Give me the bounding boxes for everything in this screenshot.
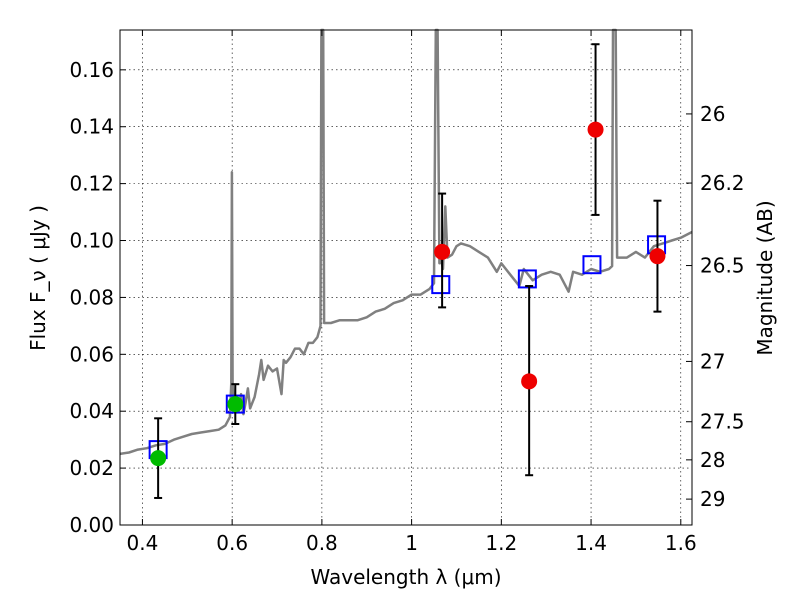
green-data-point — [150, 450, 167, 467]
red-data-point — [434, 243, 451, 260]
y-tick-label: 0.08 — [69, 285, 114, 309]
y-tick-label: 0.10 — [69, 229, 114, 253]
y-tick-label: 0.12 — [69, 172, 114, 196]
x-axis-label: Wavelength λ (μm) — [310, 565, 501, 589]
y-tick-label: 0.14 — [69, 115, 114, 139]
grid-lines — [120, 30, 692, 526]
plot-frame — [119, 29, 693, 526]
error-bars — [154, 43, 662, 499]
y-tick-label: 0.16 — [69, 58, 114, 82]
red-data-point — [649, 248, 666, 265]
model-square — [517, 269, 537, 289]
y-tick-label: 0.04 — [69, 399, 114, 423]
mag-tick-label: 27 — [700, 349, 725, 373]
mag-tick-label: 26 — [700, 102, 725, 126]
y2-axis-label: Magnitude (AB) — [753, 200, 777, 355]
mag-tick-label: 26.2 — [700, 171, 745, 195]
x-tick-label: 1.6 — [665, 531, 697, 555]
spectrum-line — [119, 28, 693, 456]
mag-tick-label: 28 — [700, 448, 725, 472]
y-axis-label: Flux F_ν ( μJy ) — [26, 205, 50, 351]
mag-tick-label: 26.5 — [700, 254, 745, 278]
axis-ticks: 0.4 0.6 0.8 1 1.2 1.4 1.6 0.00 0.02 0.04 0.06 0.08 0… — [69, 30, 745, 555]
x-tick-label: 1 — [405, 531, 418, 555]
mag-tick-label: 27.5 — [700, 410, 745, 434]
x-tick-label: 0.4 — [127, 531, 159, 555]
x-tick-label: 0.6 — [216, 531, 248, 555]
red-data-point — [587, 121, 604, 138]
x-tick-label: 1.4 — [575, 531, 607, 555]
spectrum-series — [119, 28, 693, 456]
x-tick-label: 1.2 — [485, 531, 517, 555]
y-tick-label: 0.02 — [69, 456, 114, 480]
model-square — [582, 255, 602, 275]
green-data-point — [227, 396, 244, 413]
model-square — [431, 275, 451, 295]
y-tick-label: 0.00 — [69, 513, 114, 537]
x-tick-label: 0.8 — [306, 531, 338, 555]
observed-points — [150, 121, 666, 467]
y-tick-label: 0.06 — [69, 342, 114, 366]
red-data-point — [521, 373, 538, 390]
mag-tick-label: 29 — [700, 487, 725, 511]
